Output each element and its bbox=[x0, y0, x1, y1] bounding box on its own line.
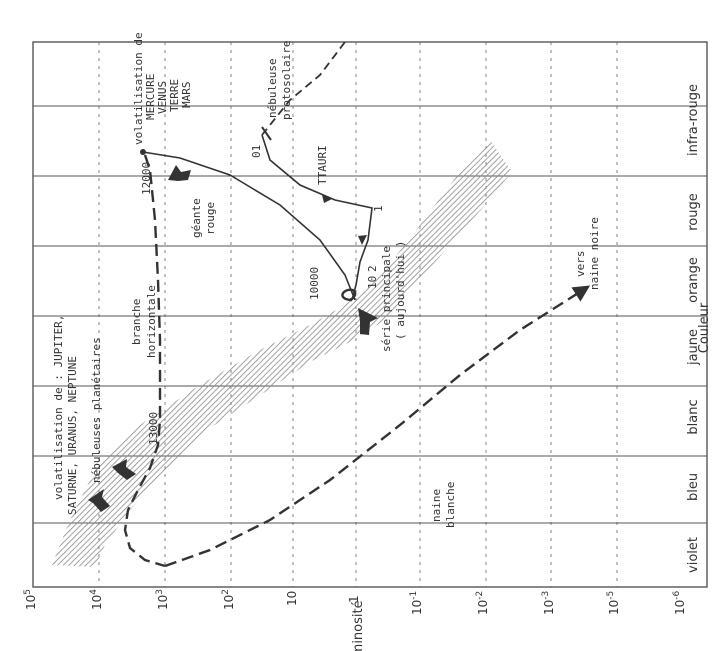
band-label: orange bbox=[686, 257, 701, 303]
y-tick-label: 10-3 bbox=[541, 591, 556, 615]
label-12000: 12000 bbox=[140, 162, 153, 195]
label-01: 01 bbox=[250, 145, 263, 158]
band-label: violet bbox=[686, 537, 701, 573]
planet-label: TERRE bbox=[168, 79, 181, 112]
volatilisation-label: SATURNE, URANUS, NEPTUNE bbox=[66, 356, 79, 515]
ttauri-track bbox=[261, 134, 373, 301]
y-tick-label: 10-2 bbox=[475, 591, 490, 615]
volatilisation-label: volatilisation de bbox=[132, 32, 145, 145]
protosolar-nebula-track bbox=[261, 41, 346, 136]
red-giant-label: rouge bbox=[204, 202, 217, 235]
plot-frame bbox=[32, 41, 708, 588]
pointer-arrows bbox=[88, 165, 378, 512]
y-tick-label: 10-5 bbox=[606, 591, 621, 615]
y-axis-ticks: 105 104 103 102 10 1 10-1 10-2 10-3 10-5… bbox=[23, 589, 687, 615]
label-1: 1 bbox=[372, 205, 385, 212]
label-13000: 13000 bbox=[147, 412, 160, 445]
volatilisation-label: volatilisation de : JUPITER, bbox=[52, 315, 65, 500]
arrow-icon bbox=[358, 235, 367, 245]
arrow-icon bbox=[88, 489, 110, 512]
planet-label: MERCURE bbox=[144, 74, 157, 120]
main-sequence-label: série principale bbox=[380, 246, 393, 352]
y-tick-label: 10-6 bbox=[672, 590, 687, 615]
band-label: bleu bbox=[686, 473, 701, 501]
main-sequence-band bbox=[52, 140, 512, 567]
sun-loop bbox=[341, 288, 357, 302]
red-giant-label: géante bbox=[190, 198, 203, 238]
band-label: infra-rouge bbox=[686, 84, 701, 156]
white-dwarf-track bbox=[164, 285, 591, 568]
protosolar-nebula-label: protosolaire bbox=[280, 41, 293, 120]
red-giant-track bbox=[142, 151, 356, 301]
planet-label: VENUS bbox=[156, 81, 169, 114]
branch-label: branche bbox=[130, 299, 143, 345]
black-dwarf-label: naine noire bbox=[588, 217, 601, 290]
branch-label: horizontale bbox=[145, 285, 158, 358]
y-axis-title: Luminosité bbox=[351, 600, 366, 651]
arrow-icon bbox=[168, 165, 191, 181]
band-label: rouge bbox=[686, 193, 701, 231]
y-tick-label: 105 bbox=[23, 589, 38, 610]
ttauri-label: TTAURI bbox=[316, 145, 329, 185]
x-bands: violet bleu blanc jaune orange rouge inf… bbox=[686, 84, 701, 573]
black-dwarf-label: vers bbox=[574, 251, 587, 278]
band-label: blanc bbox=[686, 399, 701, 434]
band-label: jaune bbox=[686, 329, 701, 366]
y-tick-label: 10-1 bbox=[409, 591, 424, 615]
tick-01 bbox=[261, 126, 272, 141]
planetary-nebulae-label: nébuleuses planétaires bbox=[90, 337, 103, 483]
y-tick-label: 10 bbox=[285, 591, 299, 606]
label-10: 10 bbox=[366, 276, 379, 289]
main-sequence-label: ( aujourd'hui ) bbox=[394, 241, 407, 340]
y-tick-label: 1 bbox=[347, 595, 361, 603]
protosolar-nebula-label: nébuleuse bbox=[266, 58, 279, 118]
label-10000: 10000 bbox=[308, 267, 321, 300]
arrow-icon bbox=[112, 459, 136, 480]
y-tick-label: 104 bbox=[89, 589, 104, 610]
arrow-icon bbox=[322, 195, 332, 203]
y-tick-label: 103 bbox=[155, 589, 170, 610]
arrow-icon bbox=[358, 308, 378, 335]
planet-label: MARS bbox=[180, 82, 193, 109]
white-dwarf-label: naine bbox=[430, 489, 443, 522]
label-2: 2 bbox=[366, 265, 379, 272]
horizontal-branch-track bbox=[123, 154, 166, 568]
white-dwarf-label: blanche bbox=[444, 482, 457, 528]
y-tick-label: 102 bbox=[221, 589, 236, 610]
x-axis-title: Couleur bbox=[697, 302, 712, 353]
red-giant-point bbox=[140, 149, 146, 155]
